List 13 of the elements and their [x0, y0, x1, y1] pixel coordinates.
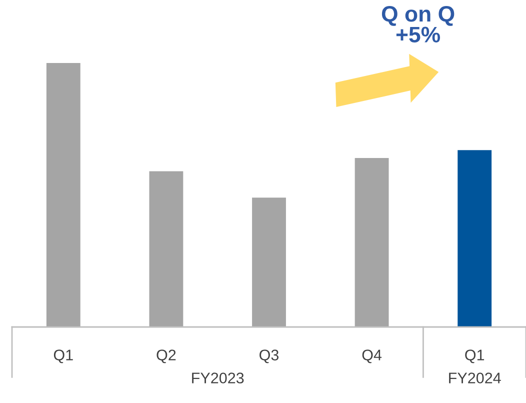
x-tick-label: Q1 — [465, 350, 484, 364]
bar — [458, 150, 492, 327]
text: Q on Q +5% — [382, 6, 454, 42]
x-tick-label: Q3 — [260, 350, 279, 364]
x-tick-label: Q4 — [362, 350, 382, 364]
bar — [252, 198, 286, 327]
bar — [149, 171, 184, 327]
text: FY2024 — [449, 372, 501, 384]
x-tick-label: Q2 — [156, 350, 176, 364]
x-tick-label: Q1 — [54, 350, 73, 364]
bar — [46, 63, 80, 327]
text: FY2023 — [192, 372, 244, 384]
bar — [354, 158, 389, 327]
